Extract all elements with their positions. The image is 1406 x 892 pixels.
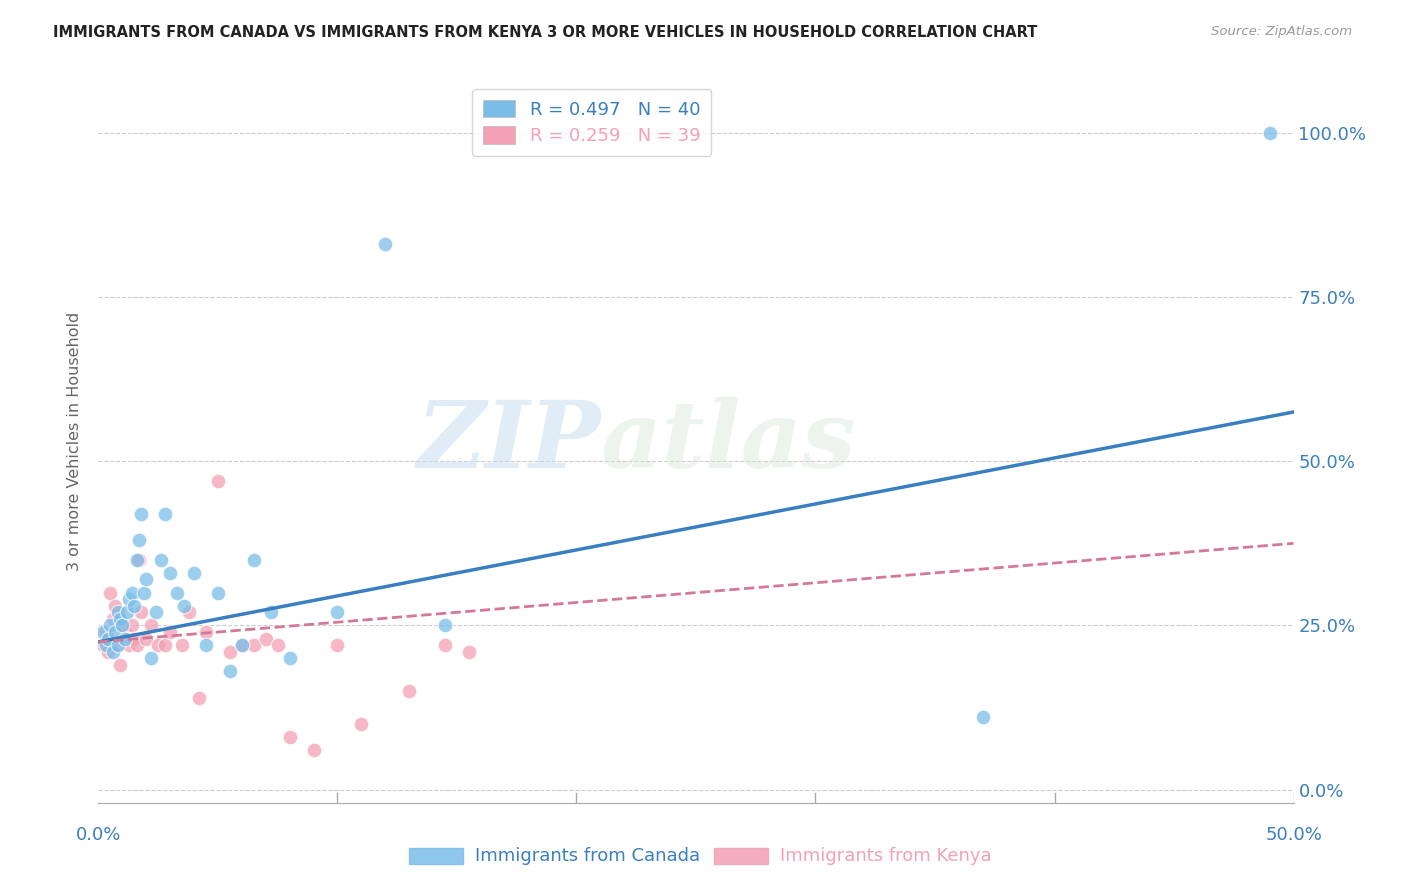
Point xyxy=(98,618,122,632)
Text: Immigrants from Canada: Immigrants from Canada xyxy=(475,847,700,864)
Point xyxy=(278,730,301,744)
Point xyxy=(101,645,124,659)
Point xyxy=(243,553,266,567)
Point xyxy=(97,632,120,646)
Point xyxy=(183,566,205,580)
Point xyxy=(132,585,155,599)
Point xyxy=(107,638,129,652)
Text: ZIP: ZIP xyxy=(416,397,600,486)
Point xyxy=(125,638,148,652)
Point xyxy=(326,605,349,619)
Point xyxy=(172,638,194,652)
Point xyxy=(114,632,136,646)
Point xyxy=(91,638,114,652)
Point xyxy=(195,638,218,652)
Point xyxy=(219,665,242,679)
Point xyxy=(111,618,134,632)
Text: atlas: atlas xyxy=(600,397,856,486)
Point xyxy=(219,645,242,659)
Point xyxy=(155,638,177,652)
Point xyxy=(94,638,117,652)
Text: 0.0%: 0.0% xyxy=(76,826,121,844)
Point xyxy=(231,638,253,652)
Point xyxy=(97,645,120,659)
Point xyxy=(243,638,266,652)
Point xyxy=(124,599,146,613)
Legend: R = 0.497   N = 40, R = 0.259   N = 39: R = 0.497 N = 40, R = 0.259 N = 39 xyxy=(472,89,711,156)
Point xyxy=(128,553,150,567)
Point xyxy=(118,592,141,607)
Point xyxy=(94,625,117,640)
Point xyxy=(374,237,396,252)
Point xyxy=(159,566,181,580)
Point xyxy=(173,599,195,613)
Point xyxy=(107,605,129,619)
Point xyxy=(326,638,349,652)
Point xyxy=(107,638,129,652)
Point xyxy=(145,605,167,619)
Text: Source: ZipAtlas.com: Source: ZipAtlas.com xyxy=(1212,25,1353,38)
Point xyxy=(302,743,325,757)
Text: Immigrants from Kenya: Immigrants from Kenya xyxy=(779,847,991,864)
Point xyxy=(159,625,181,640)
Point xyxy=(434,618,457,632)
Point xyxy=(121,585,143,599)
Point xyxy=(114,625,136,640)
Point xyxy=(135,632,157,646)
Point xyxy=(104,625,127,640)
Point xyxy=(350,717,373,731)
Point xyxy=(254,632,277,646)
Point xyxy=(98,585,122,599)
Point xyxy=(135,573,157,587)
Point xyxy=(166,585,188,599)
Bar xyxy=(409,848,463,864)
Point xyxy=(111,618,134,632)
Point xyxy=(231,638,253,652)
Point xyxy=(131,605,153,619)
Bar xyxy=(714,848,768,864)
Point xyxy=(207,474,229,488)
Point xyxy=(128,533,150,547)
Point xyxy=(458,645,481,659)
Point xyxy=(148,638,170,652)
Point xyxy=(108,612,131,626)
Text: 50.0%: 50.0% xyxy=(1265,826,1322,844)
Point xyxy=(108,657,131,672)
Point xyxy=(124,632,146,646)
Point xyxy=(259,605,281,619)
Point xyxy=(267,638,290,652)
Point xyxy=(195,625,218,640)
Point xyxy=(179,605,201,619)
Point xyxy=(121,618,143,632)
Point xyxy=(139,618,162,632)
Point xyxy=(187,690,209,705)
Point xyxy=(149,553,172,567)
Point xyxy=(139,651,162,665)
Point xyxy=(115,605,138,619)
Point xyxy=(1258,126,1281,140)
Point xyxy=(207,585,229,599)
Text: IMMIGRANTS FROM CANADA VS IMMIGRANTS FROM KENYA 3 OR MORE VEHICLES IN HOUSEHOLD : IMMIGRANTS FROM CANADA VS IMMIGRANTS FRO… xyxy=(53,25,1038,40)
Point xyxy=(155,507,177,521)
Point xyxy=(118,638,141,652)
Point xyxy=(104,599,127,613)
Point xyxy=(398,684,420,698)
Point xyxy=(972,710,994,724)
Point xyxy=(125,553,148,567)
Point xyxy=(434,638,457,652)
Point xyxy=(278,651,301,665)
Point xyxy=(101,612,124,626)
Y-axis label: 3 or more Vehicles in Household: 3 or more Vehicles in Household xyxy=(67,312,83,571)
Point xyxy=(91,625,114,640)
Point xyxy=(131,507,153,521)
Point xyxy=(115,632,138,646)
